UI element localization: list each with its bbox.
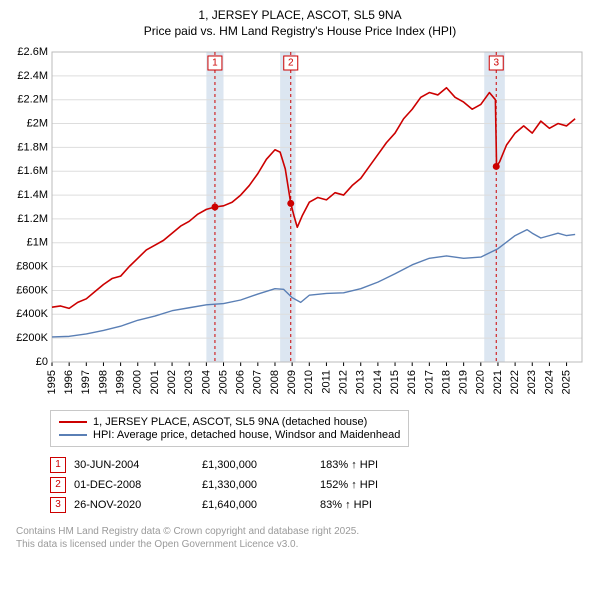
event-price: £1,330,000 [202, 475, 320, 495]
svg-text:£800K: £800K [16, 261, 48, 273]
svg-text:1: 1 [212, 58, 218, 69]
svg-text:2021: 2021 [492, 370, 504, 394]
chart-title-line2: Price paid vs. HM Land Registry's House … [8, 24, 592, 38]
svg-text:2014: 2014 [372, 370, 384, 394]
svg-text:£1.6M: £1.6M [17, 165, 48, 177]
svg-text:£0: £0 [36, 356, 48, 368]
svg-text:£600K: £600K [16, 284, 48, 296]
svg-text:£2.6M: £2.6M [17, 46, 48, 58]
svg-text:£2M: £2M [27, 117, 48, 129]
chart-title-line1: 1, JERSEY PLACE, ASCOT, SL5 9NA [8, 8, 592, 22]
event-marker: 3 [50, 497, 66, 513]
svg-text:2022: 2022 [509, 370, 521, 394]
svg-text:£1.8M: £1.8M [17, 141, 48, 153]
svg-text:2025: 2025 [560, 370, 572, 394]
event-row: 1 30-JUN-2004£1,300,000183% ↑ HPI [50, 455, 386, 475]
legend-label-property: 1, JERSEY PLACE, ASCOT, SL5 9NA (detache… [93, 416, 367, 428]
event-price: £1,640,000 [202, 495, 320, 515]
svg-text:1997: 1997 [80, 370, 92, 394]
svg-text:2000: 2000 [132, 370, 144, 394]
svg-text:2003: 2003 [183, 370, 195, 394]
event-row: 3 26-NOV-2020£1,640,00083% ↑ HPI [50, 495, 386, 515]
price-chart: £0 £200K £400K £600K £800K £1M £1.2M £1.4M £1.6M… [8, 44, 592, 404]
svg-text:£1.2M: £1.2M [17, 213, 48, 225]
event-price: £1,300,000 [202, 455, 320, 475]
svg-text:3: 3 [493, 58, 499, 69]
svg-text:2015: 2015 [389, 370, 401, 394]
svg-text:1995: 1995 [46, 370, 58, 394]
svg-text:2012: 2012 [337, 370, 349, 394]
event-delta: 152% ↑ HPI [320, 475, 386, 495]
chart-svg: £0 £200K £400K £600K £800K £1M £1.2M £1.4M £1.6M… [8, 44, 592, 404]
event-marker: 1 [50, 457, 66, 473]
events-table: 1 30-JUN-2004£1,300,000183% ↑ HPI 2 01-DEC-… [50, 455, 386, 515]
svg-text:2001: 2001 [149, 370, 161, 394]
svg-text:2: 2 [288, 58, 294, 69]
legend-swatch-hpi [59, 434, 87, 436]
event-row: 2 01-DEC-2008£1,330,000152% ↑ HPI [50, 475, 386, 495]
svg-text:£400K: £400K [16, 308, 48, 320]
svg-text:2019: 2019 [458, 370, 470, 394]
svg-text:1996: 1996 [63, 370, 75, 394]
svg-text:2013: 2013 [355, 370, 367, 394]
footnote: Contains HM Land Registry data © Crown c… [16, 525, 592, 551]
svg-text:£200K: £200K [16, 332, 48, 344]
svg-text:2010: 2010 [303, 370, 315, 394]
event-delta: 183% ↑ HPI [320, 455, 386, 475]
svg-text:£1M: £1M [27, 237, 48, 249]
svg-text:£2.2M: £2.2M [17, 94, 48, 106]
svg-text:1999: 1999 [115, 370, 127, 394]
legend: 1, JERSEY PLACE, ASCOT, SL5 9NA (detache… [50, 410, 409, 447]
footnote-line2: This data is licensed under the Open Gov… [16, 538, 592, 551]
event-delta: 83% ↑ HPI [320, 495, 386, 515]
event-marker: 2 [50, 477, 66, 493]
legend-item-property: 1, JERSEY PLACE, ASCOT, SL5 9NA (detache… [59, 416, 400, 428]
svg-text:2017: 2017 [423, 370, 435, 394]
svg-text:2020: 2020 [475, 370, 487, 394]
svg-text:£2.4M: £2.4M [17, 70, 48, 82]
legend-label-hpi: HPI: Average price, detached house, Wind… [93, 429, 400, 441]
svg-text:2011: 2011 [320, 370, 332, 394]
svg-text:2008: 2008 [269, 370, 281, 394]
svg-text:2004: 2004 [200, 370, 212, 394]
svg-text:2007: 2007 [252, 370, 264, 394]
event-date: 01-DEC-2008 [74, 475, 202, 495]
svg-text:2018: 2018 [440, 370, 452, 394]
svg-text:2023: 2023 [526, 370, 538, 394]
svg-text:2006: 2006 [235, 370, 247, 394]
svg-text:£1.4M: £1.4M [17, 189, 48, 201]
event-date: 30-JUN-2004 [74, 455, 202, 475]
legend-item-hpi: HPI: Average price, detached house, Wind… [59, 429, 400, 441]
legend-swatch-property [59, 421, 87, 423]
svg-text:2009: 2009 [286, 370, 298, 394]
svg-text:1998: 1998 [97, 370, 109, 394]
footnote-line1: Contains HM Land Registry data © Crown c… [16, 525, 592, 538]
svg-text:2024: 2024 [543, 370, 555, 394]
event-date: 26-NOV-2020 [74, 495, 202, 515]
svg-text:2016: 2016 [406, 370, 418, 394]
svg-text:2002: 2002 [166, 370, 178, 394]
svg-text:2005: 2005 [217, 370, 229, 394]
